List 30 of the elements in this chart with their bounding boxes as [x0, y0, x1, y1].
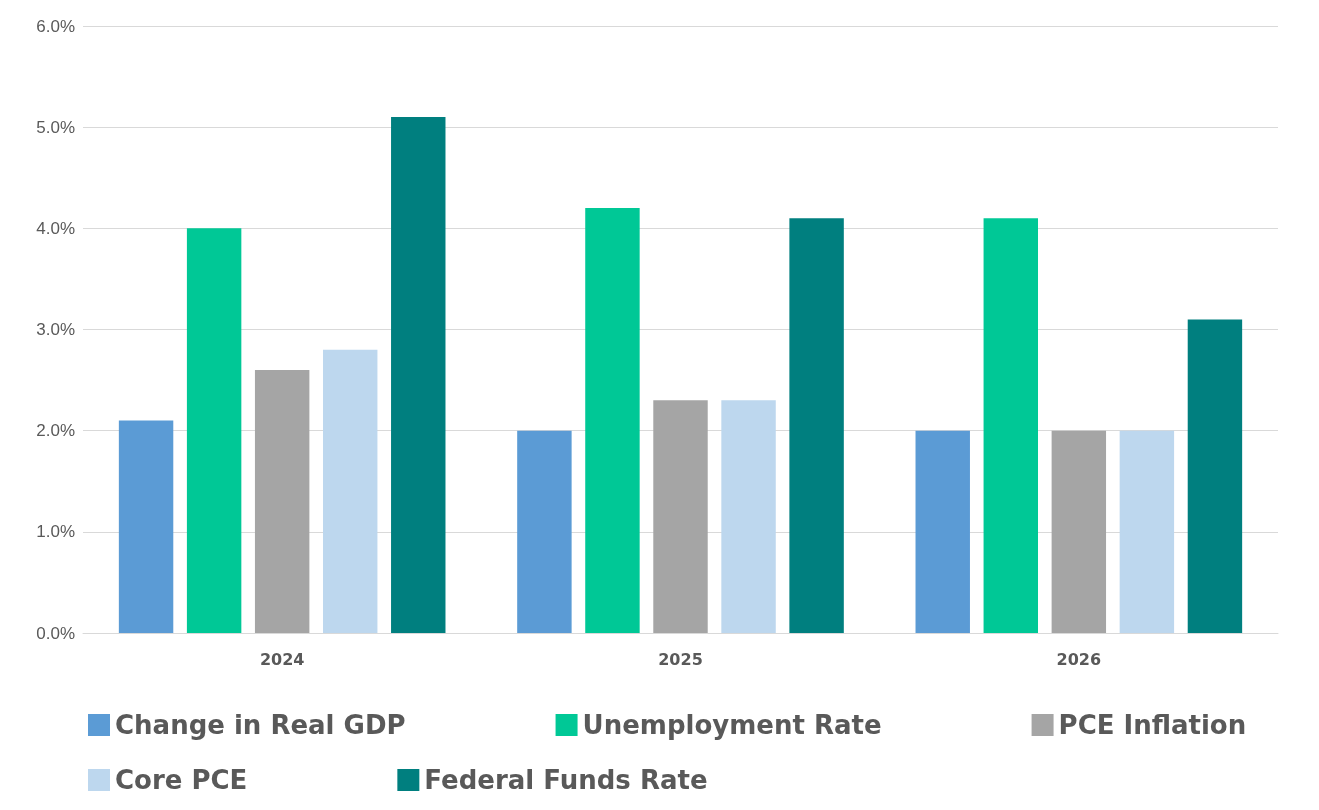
bar: [1119, 430, 1175, 633]
x-tick-label: 2025: [658, 649, 703, 669]
x-tick-label: 2026: [1056, 649, 1102, 669]
y-tick-label: 6.0%: [36, 16, 75, 36]
bar: [517, 430, 572, 633]
y-tick-label: 4.0%: [36, 218, 75, 238]
bar: [653, 400, 708, 633]
bar: [391, 117, 446, 633]
legend-label: Unemployment Rate: [582, 710, 882, 740]
bar: [323, 349, 378, 633]
y-tick-label: 5.0%: [36, 117, 75, 137]
y-tick-label: 1.0%: [36, 522, 75, 542]
x-tick-label: 2024: [259, 649, 305, 669]
bar: [721, 400, 776, 633]
bar: [254, 369, 310, 633]
y-tick-label: 3.0%: [36, 320, 75, 339]
bar: [118, 420, 174, 633]
bar: [1051, 430, 1107, 633]
legend-label: PCE Inflation: [1058, 710, 1247, 740]
y-tick-label: 0.0%: [36, 623, 75, 643]
bar: [915, 430, 970, 633]
bar: [789, 218, 844, 633]
legend-label: Change in Real GDP: [115, 710, 406, 740]
bar: [983, 218, 1038, 633]
legend-label: Core PCE: [115, 765, 248, 795]
bar: [186, 228, 242, 633]
bar: [585, 208, 640, 633]
bar: [1187, 319, 1243, 633]
legend-label: Federal Funds Rate: [424, 765, 708, 795]
y-tick-label: 2.0%: [36, 421, 75, 441]
